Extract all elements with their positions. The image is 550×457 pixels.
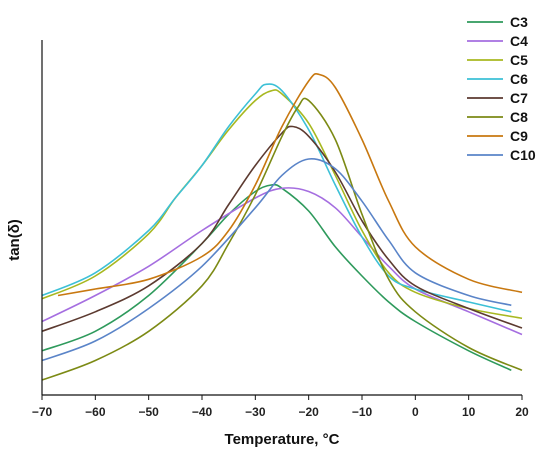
y-axis-title: tan(δ) (6, 219, 23, 261)
x-tick-label: −20 (298, 405, 319, 419)
legend-label-c4: C4 (510, 33, 528, 49)
series-line-c10 (41, 158, 512, 362)
x-tick-label: −70 (32, 405, 53, 419)
series-line-c7 (41, 125, 523, 333)
series-line-c3 (41, 183, 512, 372)
series-line-c4 (41, 187, 523, 336)
legend-label-c7: C7 (510, 90, 528, 106)
series-line-c8 (41, 97, 523, 381)
x-tick-label: −60 (85, 405, 106, 419)
series-line-c5 (41, 89, 523, 320)
x-ticks: −70 −60 −50 −40 −30 −20 −10 0 10 20 (32, 395, 529, 419)
legend: C3 C4 C5 C6 C7 C8 C9 C10 (467, 14, 536, 163)
x-tick-label: −30 (245, 405, 266, 419)
x-tick-label: −10 (352, 405, 373, 419)
x-tick-label: −40 (192, 405, 213, 419)
x-tick-label: 20 (515, 405, 529, 419)
legend-label-c10: C10 (510, 147, 536, 163)
legend-label-c8: C8 (510, 109, 528, 125)
axes (41, 40, 522, 396)
legend-label-c6: C6 (510, 71, 528, 87)
series-line-c9 (57, 72, 523, 297)
x-tick-label: 10 (462, 405, 476, 419)
x-axis-title: Temperature, °C (225, 431, 340, 448)
series-line-c6 (41, 83, 512, 313)
x-tick-label: −50 (138, 405, 159, 419)
legend-label-c9: C9 (510, 128, 528, 144)
x-tick-label: 0 (412, 405, 419, 419)
legend-label-c5: C5 (510, 52, 528, 68)
series-layer (41, 72, 523, 381)
legend-label-c3: C3 (510, 14, 528, 30)
